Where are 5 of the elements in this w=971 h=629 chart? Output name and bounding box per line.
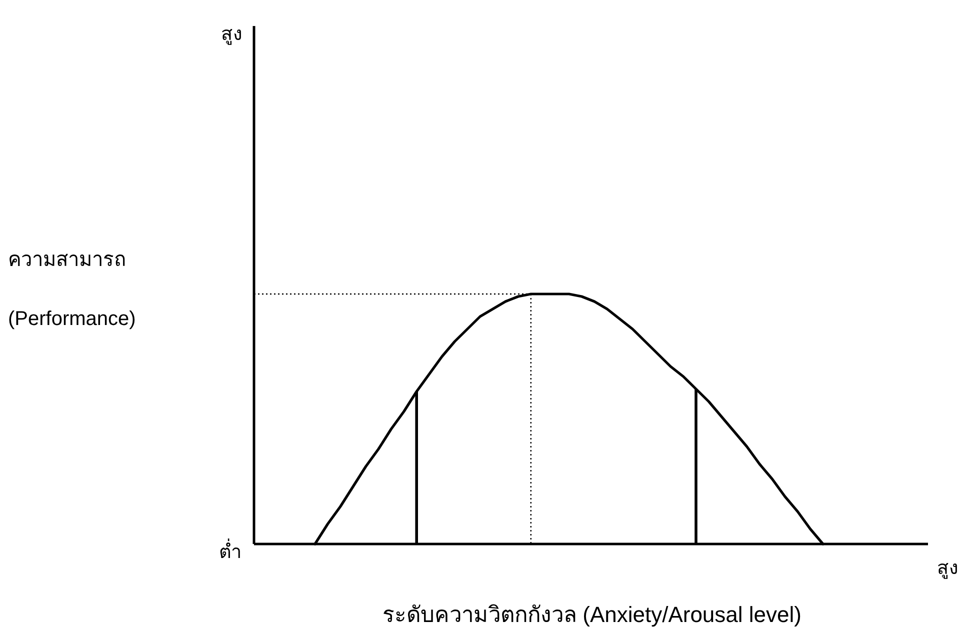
- text: สูง: [221, 24, 242, 45]
- text: ต่ำ: [219, 538, 242, 563]
- x-axis-title: ระดับความวิตกกังวล (Anxiety/Arousal level): [382, 602, 802, 627]
- text: สูง: [937, 558, 958, 579]
- text: ความสามารถ (Performance): [8, 249, 136, 330]
